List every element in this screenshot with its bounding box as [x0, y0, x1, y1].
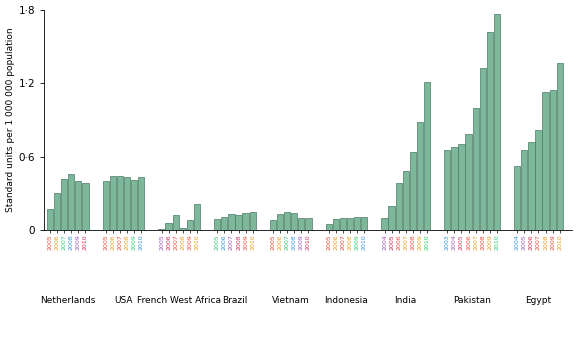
Bar — [347, 218, 353, 230]
Bar — [388, 206, 395, 230]
Bar — [542, 92, 549, 230]
Bar — [277, 214, 283, 230]
Text: USA: USA — [114, 296, 133, 305]
Bar — [270, 220, 276, 230]
Bar — [361, 217, 367, 230]
Text: Egypt: Egypt — [525, 296, 551, 305]
Bar — [487, 32, 493, 230]
Bar — [194, 204, 200, 230]
Bar — [521, 151, 527, 230]
Y-axis label: Standard units per 1 000 000 population: Standard units per 1 000 000 population — [6, 27, 14, 212]
Bar — [243, 213, 249, 230]
Text: Pakistan: Pakistan — [453, 296, 491, 305]
Bar — [550, 91, 555, 230]
Bar — [110, 176, 116, 230]
Bar — [535, 130, 542, 230]
Text: Netherlands: Netherlands — [40, 296, 95, 305]
Bar — [451, 147, 458, 230]
Bar — [173, 215, 179, 230]
Bar — [305, 218, 312, 230]
Bar — [473, 108, 479, 230]
Bar — [444, 151, 450, 230]
Bar — [333, 219, 339, 230]
Bar — [528, 142, 535, 230]
Bar — [165, 223, 172, 230]
Bar — [75, 181, 81, 230]
Bar — [514, 166, 520, 230]
Bar — [424, 82, 430, 230]
Bar — [465, 135, 472, 230]
Bar — [214, 219, 220, 230]
Bar — [131, 180, 137, 230]
Bar — [494, 15, 500, 230]
Bar — [403, 171, 409, 230]
Bar — [180, 228, 186, 230]
Bar — [47, 209, 53, 230]
Bar — [417, 122, 423, 230]
Bar — [284, 212, 290, 230]
Bar — [298, 218, 305, 230]
Bar — [250, 212, 256, 230]
Bar — [458, 144, 465, 230]
Bar — [117, 176, 123, 230]
Bar — [228, 214, 235, 230]
Bar — [340, 218, 346, 230]
Bar — [138, 178, 144, 230]
Bar — [61, 179, 67, 230]
Text: French West Africa: French West Africa — [137, 296, 221, 305]
Bar — [103, 181, 109, 230]
Bar — [235, 215, 242, 230]
Text: Brazil: Brazil — [223, 296, 247, 305]
Bar — [158, 229, 165, 230]
Bar — [54, 193, 60, 230]
Bar — [325, 224, 332, 230]
Bar — [395, 184, 402, 230]
Text: Indonesia: Indonesia — [325, 296, 368, 305]
Bar — [557, 64, 563, 230]
Bar — [291, 213, 297, 230]
Bar — [187, 220, 193, 230]
Bar — [221, 217, 228, 230]
Bar — [124, 178, 130, 230]
Bar — [480, 69, 486, 230]
Bar — [410, 152, 416, 230]
Text: India: India — [395, 296, 417, 305]
Bar — [68, 174, 75, 230]
Bar — [354, 217, 360, 230]
Text: Vietnam: Vietnam — [272, 296, 310, 305]
Bar — [381, 218, 388, 230]
Bar — [82, 184, 88, 230]
